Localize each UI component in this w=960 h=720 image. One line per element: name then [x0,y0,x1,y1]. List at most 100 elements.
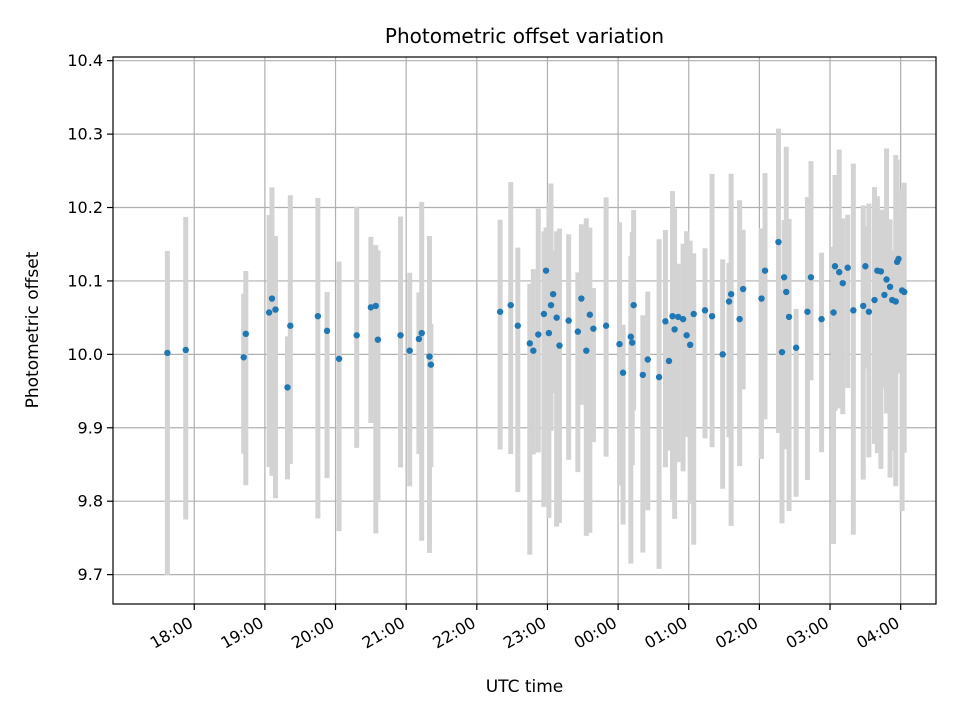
data-point [540,310,548,318]
data-point [783,288,790,296]
data-point [545,329,553,337]
data-point [574,328,582,335]
data-point [758,295,765,302]
data-point [818,315,825,323]
data-point [553,314,560,321]
data-point [583,347,590,354]
data-point [830,309,837,316]
data-point [860,302,867,310]
data-point [284,384,291,391]
data-point [644,356,651,363]
data-point [665,357,673,365]
data-point [374,336,382,343]
data-point [739,285,747,293]
data-point [629,339,636,346]
data-point [535,331,542,338]
y-tick-label: 10.3 [67,125,103,144]
y-axis-ticks: 9.7 9.8 9.9 10.0 10.1 10.2 10.3 10.4 [67,51,113,584]
data-point [418,329,425,337]
data-point [507,301,514,309]
data-point [836,268,843,276]
data-point [526,340,533,347]
data-point [785,313,793,321]
data-point [655,373,663,381]
data-point [671,326,678,333]
data-point [701,307,709,314]
data-point [427,361,435,368]
data-point [662,318,669,325]
data-point [865,308,873,315]
data-point [844,264,851,271]
data-point [708,312,716,320]
data-point [736,315,743,323]
data-point [725,298,733,305]
data-point [415,335,423,343]
data-point [590,325,597,332]
y-tick-label: 10.1 [67,271,103,290]
y-tick-label: 10.4 [67,51,103,70]
data-point [639,371,647,379]
data-point [627,333,635,340]
data-point [265,309,273,316]
data-point [761,267,769,274]
data-point [775,238,782,246]
data-point [831,263,839,270]
data-point [780,274,788,281]
data-point [565,317,572,324]
data-point [679,315,687,323]
data-point [669,312,676,320]
data-point [895,255,902,263]
data-point [807,274,815,281]
data-point [901,288,908,296]
data-point [314,312,322,320]
data-point [372,302,379,310]
data-point [272,306,279,313]
chart-title: Photometric offset variation [385,24,664,48]
x-axis-title: UTC time [486,677,564,697]
data-point [549,290,557,298]
data-point [881,291,888,299]
y-tick-label: 10.2 [67,198,103,217]
data-point [850,307,857,314]
data-point [892,298,899,305]
data-point [268,295,276,302]
data-point [287,322,294,329]
data-point [683,332,690,339]
plot-frame [112,56,937,605]
y-tick-label: 9.7 [78,565,103,584]
data-point [690,310,697,318]
data-point [886,283,894,291]
data-point [727,290,735,298]
data-point [182,346,189,354]
data-point [630,301,637,309]
data-point [367,304,375,311]
data-point [792,344,800,351]
data-point [542,267,550,274]
y-tick-label: 9.8 [78,492,103,511]
data-point [406,347,413,354]
data-point [883,276,890,283]
data-point [240,354,247,361]
data-point [619,369,627,376]
data-point [804,308,811,315]
data-point [242,330,250,338]
data-point [719,351,726,358]
grid-lines [113,57,936,604]
data-point [602,322,610,329]
data-point [839,279,846,287]
data-point [323,327,331,335]
data-point [556,342,563,349]
data-point [778,348,786,356]
data-point [514,322,521,329]
data-point [496,308,504,315]
data-point [674,313,682,321]
data-point [877,268,885,275]
data-point [578,295,585,302]
data-point [397,332,404,339]
data-point [616,340,623,348]
data-points [164,238,908,391]
data-point [426,353,433,360]
y-tick-label: 9.9 [78,418,103,437]
